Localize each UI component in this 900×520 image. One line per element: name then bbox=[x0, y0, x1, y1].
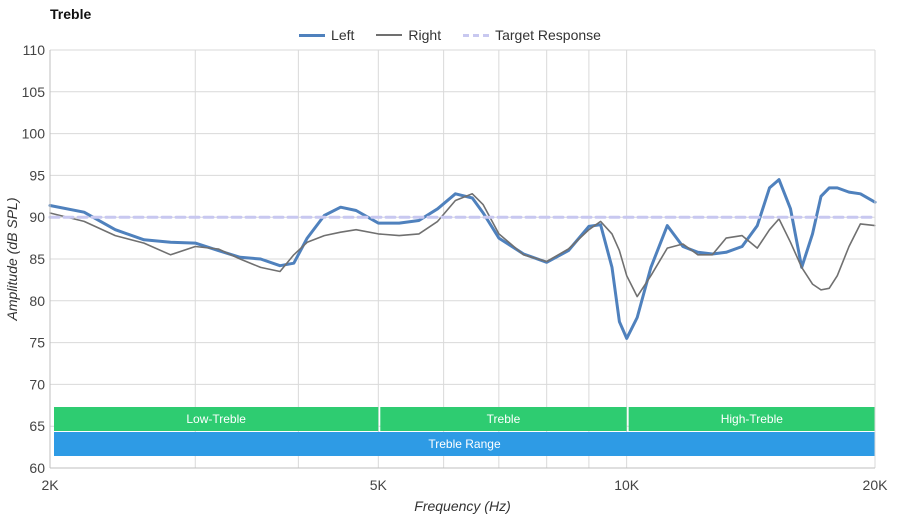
chart-legend: Left Right Target Response bbox=[0, 27, 900, 43]
series-line-right bbox=[49, 193, 876, 298]
band-treble-range bbox=[54, 432, 875, 456]
x-tick-label: 2K bbox=[41, 477, 59, 493]
legend-item-right[interactable]: Right bbox=[376, 27, 441, 43]
series-line-left bbox=[48, 178, 877, 340]
y-tick-label: 60 bbox=[29, 460, 45, 476]
x-tick-label: 5K bbox=[370, 477, 388, 493]
chart-title: Treble bbox=[50, 6, 92, 22]
band-treble bbox=[380, 407, 627, 431]
legend-swatch-target bbox=[463, 33, 490, 37]
y-tick-label: 105 bbox=[22, 84, 46, 100]
y-tick-label: 95 bbox=[29, 167, 45, 183]
x-axis-title: Frequency (Hz) bbox=[414, 498, 510, 514]
y-tick-label: 90 bbox=[29, 209, 45, 225]
band-low-treble bbox=[54, 407, 379, 431]
legend-swatch-left bbox=[299, 33, 326, 37]
legend-label-target: Target Response bbox=[495, 27, 601, 43]
y-tick-label: 80 bbox=[29, 293, 45, 309]
legend-label-right: Right bbox=[408, 27, 442, 43]
legend-label-left: Left bbox=[331, 27, 355, 43]
legend-item-left[interactable]: Left bbox=[299, 27, 354, 43]
band-label: Treble bbox=[487, 412, 521, 426]
y-tick-label: 70 bbox=[29, 376, 45, 392]
band-label: High-Treble bbox=[721, 412, 784, 426]
y-tick-label: 75 bbox=[29, 335, 45, 351]
y-tick-label: 65 bbox=[29, 418, 45, 434]
y-tick-label: 85 bbox=[29, 251, 45, 267]
band-high-treble bbox=[628, 407, 875, 431]
legend-item-target[interactable]: Target Response bbox=[463, 27, 601, 43]
y-axis-title: Amplitude (dB SPL) bbox=[4, 198, 20, 322]
x-tick-label: 20K bbox=[863, 477, 889, 493]
y-tick-label: 100 bbox=[22, 126, 46, 142]
legend-swatch-right bbox=[376, 34, 403, 36]
band-label: Treble Range bbox=[428, 437, 501, 451]
x-tick-label: 10K bbox=[614, 477, 640, 493]
band-label: Low-Treble bbox=[186, 412, 246, 426]
y-tick-label: 110 bbox=[23, 42, 46, 58]
